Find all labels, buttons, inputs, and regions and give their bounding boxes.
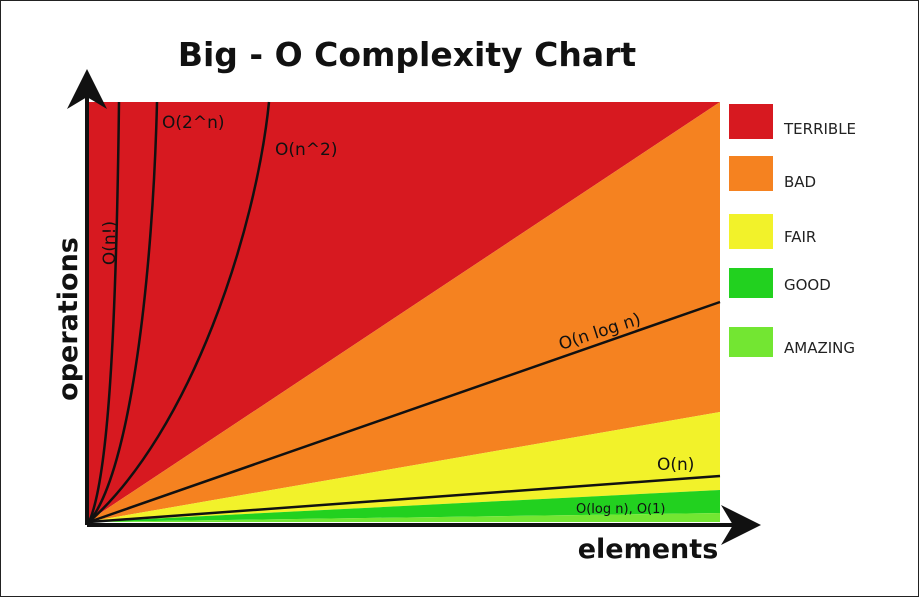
- axes: [67, 69, 761, 545]
- region-bad: [87, 102, 720, 522]
- legend-swatch-bad: [729, 156, 773, 191]
- label-o-n-squared: O(n^2): [275, 140, 337, 160]
- legend: TERRIBLE BAD FAIR GOOD AMAZING: [729, 104, 856, 357]
- label-o-n-factorial: O(n!): [100, 221, 120, 265]
- region-fair: [87, 412, 720, 522]
- y-axis-label: operations: [53, 237, 84, 401]
- legend-label-amazing: AMAZING: [784, 339, 855, 357]
- legend-label-fair: FAIR: [784, 228, 816, 246]
- legend-label-bad: BAD: [784, 173, 816, 191]
- complexity-curves: [87, 101, 721, 524]
- curve-o-n-factorial: [87, 101, 121, 523]
- region-good: [87, 490, 720, 522]
- legend-label-terrible: TERRIBLE: [783, 120, 856, 138]
- curve-o-n: [88, 474, 721, 524]
- region-amazing: [87, 513, 720, 522]
- legend-swatch-amazing: [729, 327, 773, 357]
- curve-o-n-squared: [88, 101, 271, 523]
- label-o-n: O(n): [657, 455, 694, 475]
- label-o-log-n-o-1: O(log n), O(1): [576, 502, 665, 517]
- label-o-2-power-n: O(2^n): [162, 113, 224, 133]
- curve-o-2-power-n: [88, 101, 159, 523]
- legend-swatch-good: [729, 268, 773, 298]
- legend-swatch-fair: [729, 214, 773, 249]
- legend-label-good: GOOD: [784, 276, 831, 294]
- complexity-regions: [87, 102, 720, 522]
- curve-o-n-log-n: [88, 300, 721, 524]
- x-axis-label: elements: [578, 534, 719, 565]
- chart-title: Big - O Complexity Chart: [178, 35, 637, 74]
- legend-swatch-terrible: [729, 104, 773, 139]
